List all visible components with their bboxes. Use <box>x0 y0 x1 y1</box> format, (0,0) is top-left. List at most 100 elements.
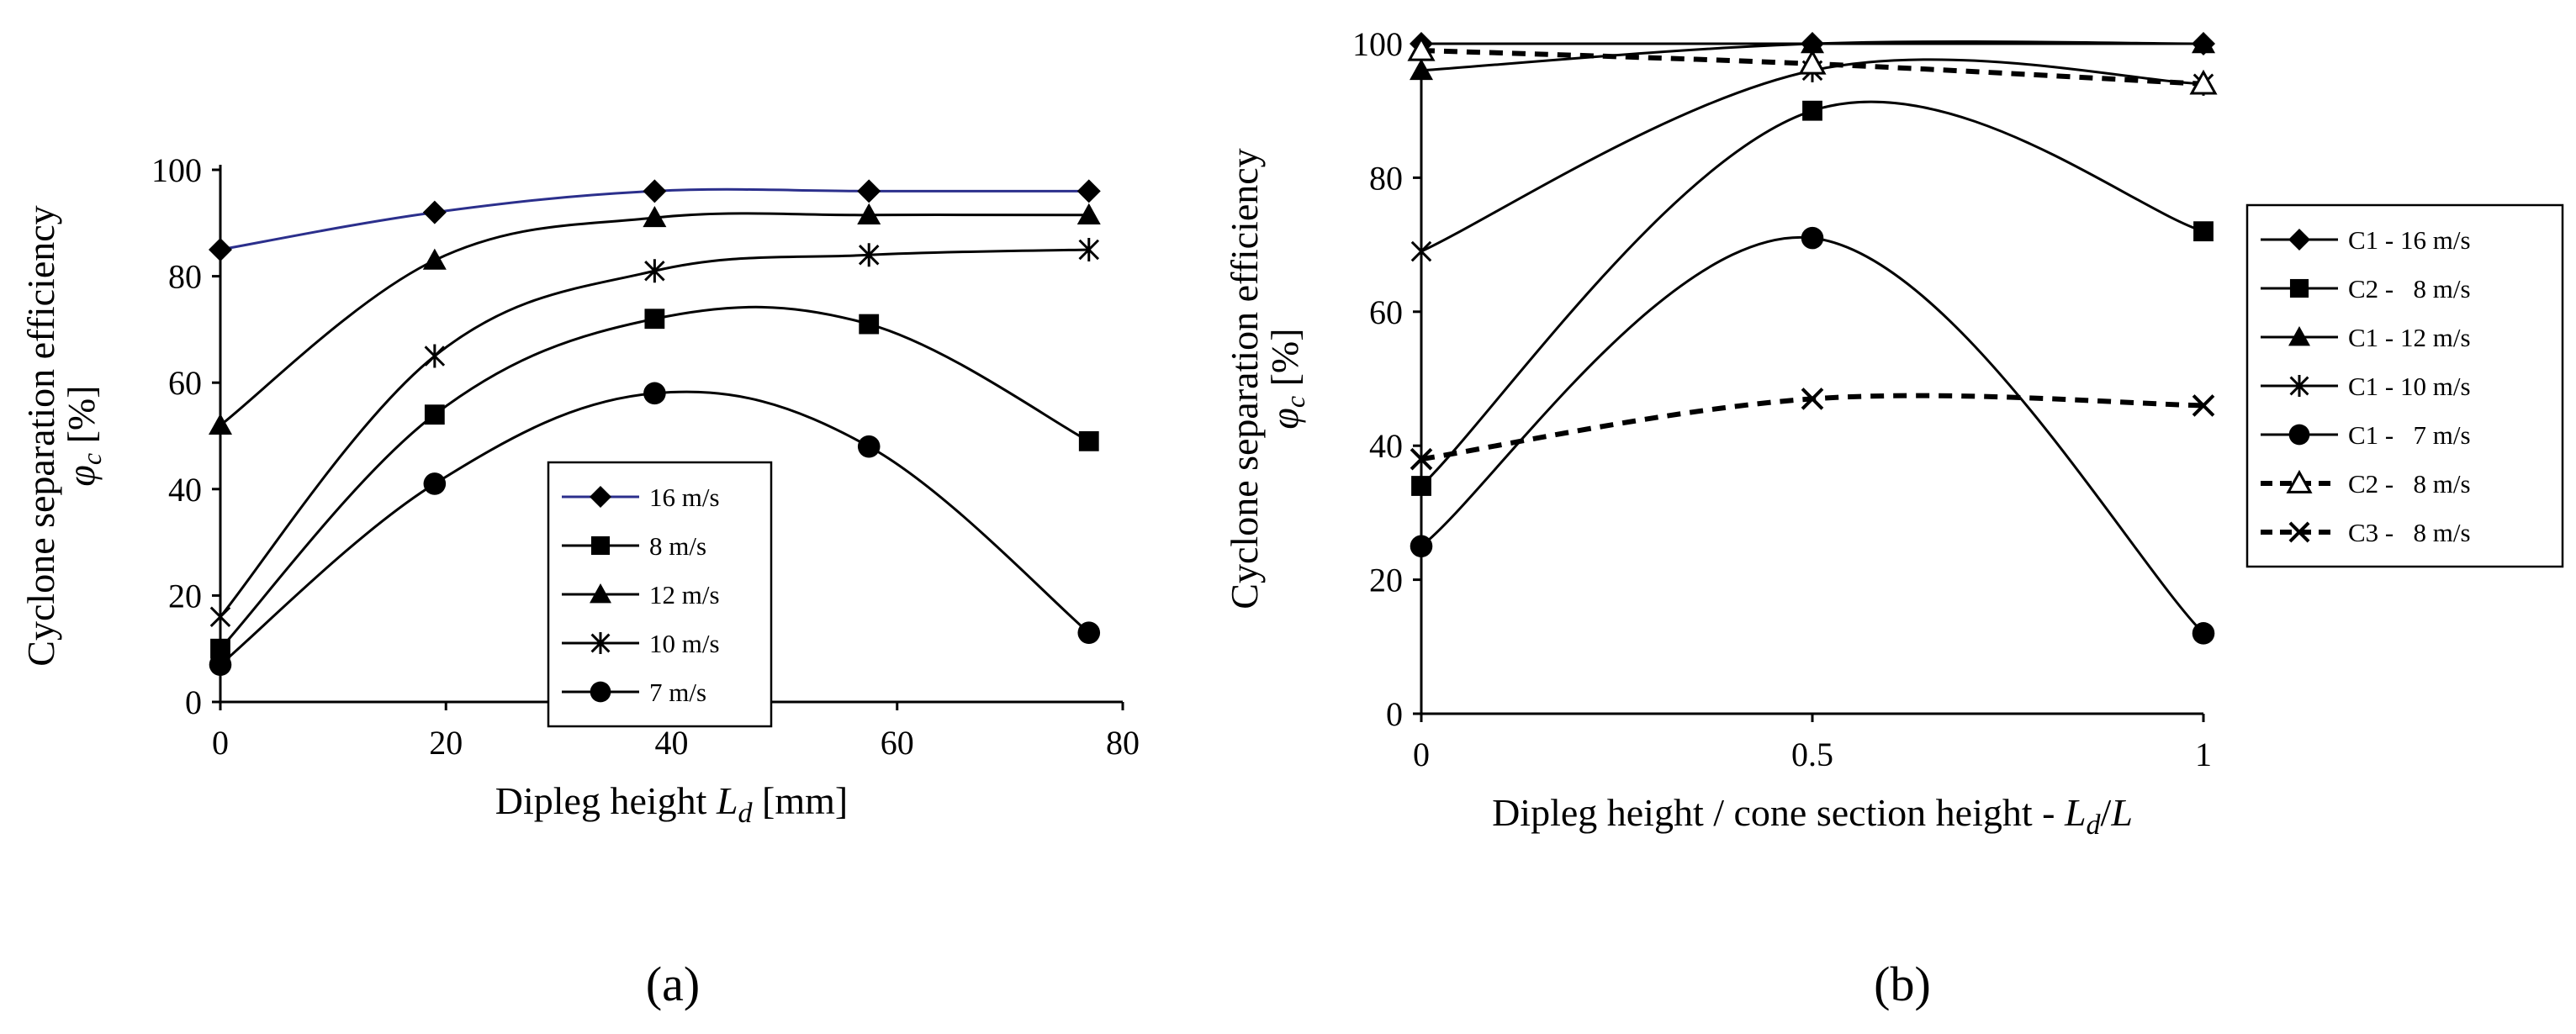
data-point-star <box>1078 237 1100 261</box>
series-c1-12-m-s <box>1410 32 2215 81</box>
data-point-diamond <box>643 179 667 203</box>
legend-entry: 12 m/s <box>649 580 720 609</box>
data-point-triangle <box>1410 58 1433 81</box>
x-tick-label: 0.5 <box>1791 736 1833 773</box>
x-tick-label: 20 <box>429 724 463 762</box>
y-tick-label: 60 <box>1369 293 1403 331</box>
legend-entry: 8 m/s <box>649 531 706 561</box>
x-tick-label: 1 <box>2195 736 2212 773</box>
x-tick-label: 60 <box>881 724 914 762</box>
data-point-triangle <box>209 413 232 435</box>
data-point-diamond <box>1076 179 1101 203</box>
chart-panel-a: 0 20 40 60 80 0 20 40 60 80 100 Dipleg height Ld [m… <box>19 151 1140 829</box>
legend-entry: 16 m/s <box>649 483 720 512</box>
data-point-square <box>1078 430 1099 451</box>
y-tick-label: 20 <box>1369 562 1403 599</box>
data-point-star <box>209 604 231 629</box>
legend-entry: C1 - 10 m/s <box>2348 372 2471 401</box>
data-point-square <box>1411 476 1431 496</box>
x-tick-label: 40 <box>655 724 689 762</box>
legend-marker-square <box>590 535 611 556</box>
data-point-circle <box>1077 621 1101 645</box>
data-point-star <box>858 243 880 267</box>
data-point-circle <box>1801 226 1824 250</box>
data-point-triangle <box>857 203 881 225</box>
y-tick-label: 0 <box>1386 695 1403 733</box>
series-10-m-s <box>209 237 1100 629</box>
series-line <box>1420 58 2204 253</box>
series-7-m-s <box>209 382 1101 676</box>
legend-entry: 7 m/s <box>649 678 706 707</box>
data-point-open-triangle <box>2189 69 2218 95</box>
data-point-diamond <box>209 237 232 261</box>
data-point-circle <box>2192 622 2215 645</box>
y-tick-label: 0 <box>185 683 202 721</box>
legend-entry: C3 - 8 m/s <box>2348 518 2471 547</box>
data-point-triangle <box>422 248 447 270</box>
series-c2-8-m-s <box>1411 100 2214 496</box>
legend-marker-square <box>2289 278 2309 298</box>
legend-marker-circle <box>2288 424 2310 446</box>
y-tick-label: 40 <box>168 471 202 509</box>
x-tick-label: 80 <box>1106 724 1140 762</box>
y-tick-label: 40 <box>1369 427 1403 465</box>
data-point-square <box>210 638 230 659</box>
legend-entry: C1 - 16 m/s <box>2348 225 2471 255</box>
data-point-star <box>424 344 446 368</box>
data-point-open-triangle <box>1798 49 1827 75</box>
y-tick-label: 60 <box>168 364 202 402</box>
series-c1-7-m-s <box>1410 226 2215 645</box>
chart-panel-b: 0 0.5 1 0 20 40 60 80 100 Dipleg height / cone se… <box>1223 25 2564 841</box>
data-point-open-triangle <box>1407 35 1436 61</box>
legend-marker-circle <box>590 681 611 703</box>
legend-marker-diamond <box>2288 229 2310 251</box>
y-tick-label: 80 <box>1369 159 1403 197</box>
legend-entry: 10 m/s <box>649 629 720 658</box>
series-8-m-s <box>210 305 1099 659</box>
legend-entry: C1 - 7 m/s <box>2348 420 2471 450</box>
y-axis-label: Cyclone separation efficiency <box>19 205 62 666</box>
data-point-diamond <box>422 200 447 224</box>
data-point-triangle <box>643 205 667 228</box>
series-line <box>1420 100 2204 488</box>
legend: C1 - 16 m/s C2 - 8 m/s C1 - 12 m/s C1 - 10 … <box>2245 203 2564 568</box>
data-point-circle <box>857 435 881 458</box>
legend-marker-x <box>2288 521 2310 543</box>
data-point-circle <box>1410 535 1433 558</box>
y-axis-label: Cyclone separation efficiency <box>1223 148 1266 609</box>
data-point-x <box>2192 394 2215 417</box>
y-tick-label: 80 <box>168 258 202 296</box>
data-point-square <box>424 404 445 425</box>
y-tick-label: 100 <box>1352 25 1403 63</box>
series-line <box>220 212 1089 427</box>
legend-entry: C2 - 8 m/s <box>2348 274 2471 303</box>
data-point-x <box>1801 388 1824 410</box>
series-12-m-s <box>209 203 1101 435</box>
data-point-circle <box>423 472 447 495</box>
data-point-diamond <box>857 179 881 203</box>
data-point-star <box>1410 240 1432 264</box>
x-tick-label: 0 <box>212 724 229 762</box>
x-axis-label: Dipleg height Ld [mm] <box>495 779 848 829</box>
data-point-triangle <box>1801 32 1824 54</box>
series-line <box>1420 393 2204 462</box>
series-c2-8-m-s-dashed <box>1407 35 2218 95</box>
data-point-triangle <box>2192 32 2215 54</box>
data-point-x <box>1410 447 1433 471</box>
legend-marker-star <box>590 632 611 654</box>
legend-marker-star <box>2289 375 2309 397</box>
legend-entry: C2 - 8 m/s <box>2348 469 2471 499</box>
legend-marker-diamond <box>590 486 611 508</box>
legend: 16 m/s 8 m/s 12 m/s 10 m/s 7 m/s <box>547 461 773 728</box>
data-point-star <box>644 259 665 283</box>
series-c3-8-m-s-dashed <box>1410 388 2215 471</box>
legend-marker-triangle <box>590 583 611 604</box>
y-tick-label: 20 <box>168 577 202 615</box>
panel-a-label: (a) <box>646 957 700 1011</box>
x-axis-label: Dipleg height / cone section height - Ld… <box>1492 791 2133 841</box>
y-tick-label: 100 <box>151 151 202 189</box>
data-point-circle <box>209 653 232 676</box>
series-16-m-s <box>209 179 1101 261</box>
data-point-square <box>2193 221 2214 242</box>
